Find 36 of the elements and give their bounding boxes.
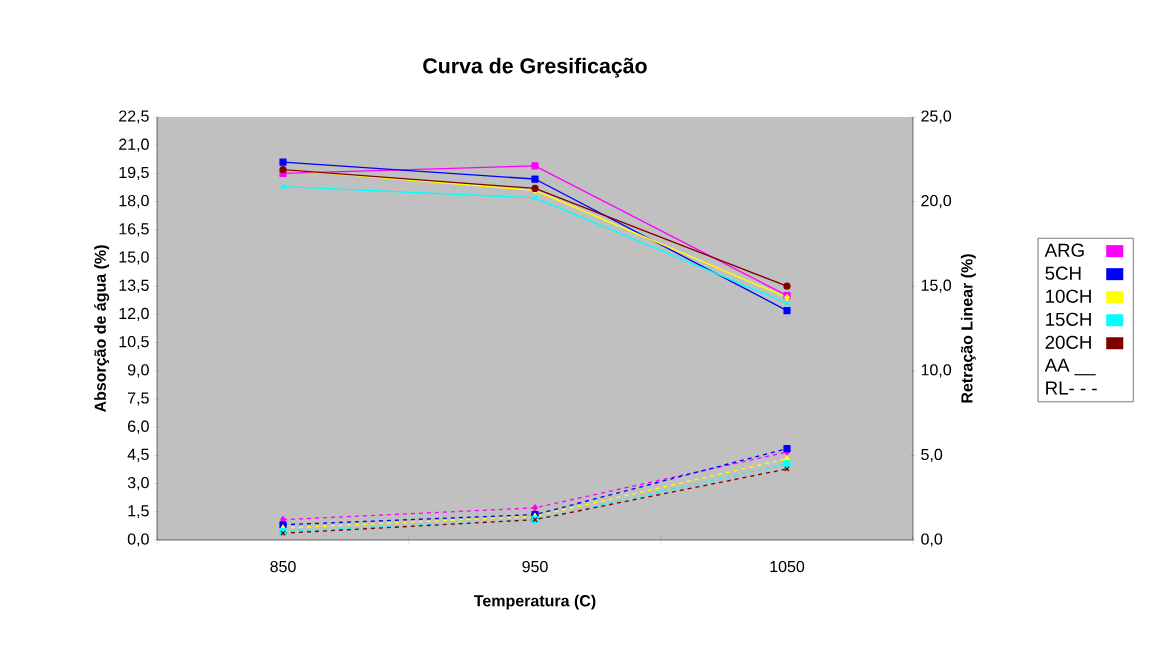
- y2-tick-label: 20,0: [921, 194, 952, 209]
- y2-tick-label: 10,0: [921, 364, 952, 378]
- y-tick-label: 7,5: [128, 392, 149, 406]
- y-tick-label: 18,0: [119, 194, 149, 209]
- y-tick-label: 16,5: [119, 223, 149, 237]
- y-tick-label: 10,5: [119, 335, 149, 350]
- legend-label: 15CH: [1046, 312, 1091, 326]
- legend-label: ARG: [1044, 243, 1084, 257]
- y-axis-title: Absorção de água (%): [94, 245, 110, 413]
- text: AA __: [1044, 358, 1096, 376]
- y-tick-label: 12,0: [119, 307, 149, 321]
- y-tick-label: 21,0: [119, 138, 149, 152]
- y2-tick-label: 15,0: [921, 279, 952, 293]
- legend-label: 10CH: [1046, 289, 1091, 303]
- text: RL- - -: [1046, 381, 1097, 395]
- y-tick-label: 9,0: [127, 364, 149, 378]
- y-tick-label: 3,0: [127, 476, 149, 491]
- y2-tick-label: 0,0: [921, 533, 943, 547]
- y2-tick-label: 5,0: [921, 448, 943, 462]
- y2-tick-label: 25,0: [921, 110, 952, 124]
- y-tick-label: 22,5: [119, 110, 149, 124]
- y-tick-label: 1,5: [128, 505, 149, 519]
- y-tick-label: 19,5: [119, 166, 149, 180]
- y2-axis-title: Retração Linear (%): [960, 254, 976, 403]
- y-tick-label: 6,0: [128, 420, 149, 434]
- legend-label: 20CH: [1045, 335, 1091, 349]
- y-tick-label: 13,5: [119, 279, 149, 293]
- x-tick-label: 1050: [770, 560, 805, 573]
- x-tick-label: 850: [270, 560, 296, 573]
- chart-title: Curva de Gresificação: [423, 57, 647, 78]
- x-axis-title: Temperatura (C): [474, 594, 596, 610]
- y-tick-label: 0,0: [127, 533, 149, 547]
- y-tick-label: 15,0: [119, 251, 149, 265]
- x-tick-label: 950: [522, 560, 548, 573]
- legend-label: 5CH: [1045, 266, 1081, 280]
- y-tick-label: 4,5: [127, 448, 149, 462]
